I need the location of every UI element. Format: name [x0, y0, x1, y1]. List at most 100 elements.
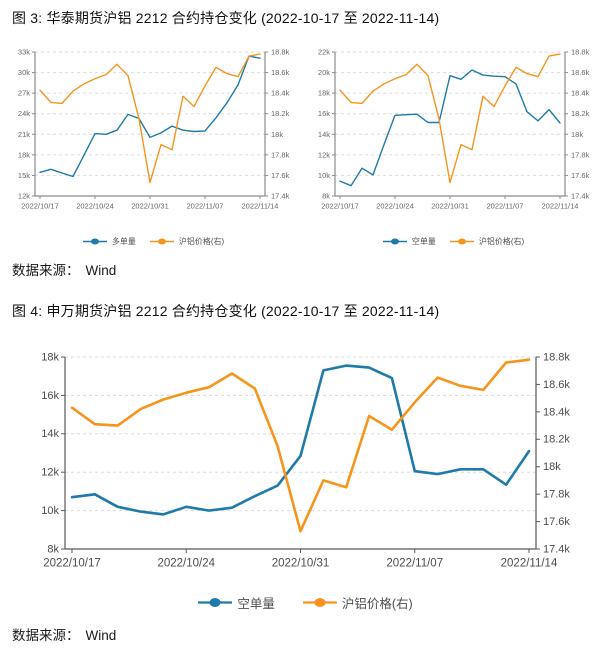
right-axis-label: 17.6k — [543, 516, 570, 528]
right-axis-label: 18k — [271, 130, 283, 139]
right-axis-label: 18.6k — [571, 68, 590, 77]
left-axis-label: 16k — [41, 390, 59, 402]
chart-huatai-short-block: 8k 10k 12k 14k 16k 18k 20k 22k 17.4k 17.6k 17.8k 18… — [305, 40, 602, 247]
legend-marker-long-volume — [82, 238, 107, 245]
figure3-title: 图 3: 华泰期货沪铝 2212 合约持仓变化 (2022-10-17 至 20… — [12, 10, 440, 26]
series-line-long-volume — [39, 55, 261, 178]
chart-shenwan-short: 8k 10k 12k 14k 16k 18k 17.4k 17.6k 17.8k 18k 18.2k… — [41, 351, 570, 570]
figure4-title: 图 4: 申万期货沪铝 2212 合约持仓变化 (2022-10-17 至 20… — [12, 303, 440, 319]
source-label: 数据来源： — [12, 263, 80, 278]
left-axis-label: 14k — [41, 428, 59, 440]
right-axis-label: 17.4k — [543, 543, 570, 555]
right-axis-label: 18.4k — [543, 406, 570, 418]
legend-item-long-volume: 多单量 — [82, 236, 136, 247]
right-axis-label: 17.6k — [271, 171, 290, 180]
left-axis-label: 8k — [322, 191, 330, 200]
chart-shenwan-short-legend: 空单量 沪铝价格(右) — [198, 593, 413, 612]
x-axis-label: 2022/10/24 — [376, 202, 414, 211]
right-axis-label: 18.4k — [271, 89, 290, 98]
source-value: Wind — [85, 628, 117, 643]
legend-marker-short-volume — [382, 238, 407, 245]
legend-label: 沪铝价格(右) — [341, 597, 413, 611]
left-axis-label: 16k — [318, 109, 330, 118]
legend-marker-short-volume — [198, 598, 233, 607]
right-axis-label: 18.8k — [571, 47, 590, 56]
right-axis-label: 17.8k — [543, 489, 570, 501]
x-axis-label: 2022/11/07 — [386, 558, 443, 570]
right-axis-label: 18k — [543, 461, 561, 473]
legend-label: 沪铝价格(右) — [478, 237, 525, 246]
x-axis-label: 2022/10/17 — [43, 558, 101, 570]
right-axis-label: 18k — [571, 130, 583, 139]
series-line-price — [339, 53, 561, 184]
x-axis-label: 2022/11/07 — [187, 202, 224, 211]
right-axis-label: 18.8k — [543, 351, 570, 363]
figure4-source: 数据来源： Wind — [12, 624, 607, 644]
left-axis-label: 30k — [18, 68, 30, 77]
legend-marker-price — [149, 238, 174, 245]
left-axis-label: 15k — [18, 171, 30, 180]
legend-label: 多单量 — [111, 237, 136, 246]
left-axis-label: 18k — [18, 150, 30, 159]
left-axis-label: 22k — [318, 47, 330, 56]
right-axis-label: 17.8k — [571, 150, 590, 159]
right-axis-label: 18.8k — [271, 47, 290, 56]
source-value: Wind — [85, 263, 117, 278]
left-axis-label: 14k — [318, 130, 330, 139]
figure3-charts-row: 12k 15k 18k 21k 24k 27k 30k 33k 17.4k 17.6k 17.8k 1… — [5, 40, 602, 247]
right-axis-label: 18.4k — [571, 89, 590, 98]
legend-item-short-volume: 空单量 — [382, 236, 436, 247]
left-axis-label: 24k — [18, 109, 30, 118]
left-axis-label: 33k — [18, 47, 30, 56]
x-axis-label: 2022/11/14 — [542, 202, 579, 211]
legend-item-price: 沪铝价格(右) — [449, 236, 525, 247]
legend-marker-dot — [390, 238, 399, 245]
left-axis-label: 12k — [318, 150, 330, 159]
legend-label: 沪铝价格(右) — [178, 237, 225, 246]
left-axis-label: 10k — [41, 505, 59, 517]
series-line-short-volume — [339, 69, 561, 187]
legend-item-price: 沪铝价格(右) — [302, 593, 413, 612]
left-axis-label: 20k — [318, 68, 330, 77]
chart-huatai-long-block: 12k 15k 18k 21k 24k 27k 30k 33k 17.4k 17.6k 17.8k 1… — [5, 40, 302, 247]
right-axis-label: 18.6k — [543, 379, 570, 391]
left-axis-label: 18k — [41, 351, 59, 363]
right-axis-label: 17.6k — [571, 171, 590, 180]
left-axis-label: 18k — [318, 89, 330, 98]
legend-label: 空单量 — [411, 237, 436, 246]
x-axis-label: 2022/10/17 — [21, 202, 59, 211]
left-axis-label: 12k — [18, 191, 30, 200]
source-label: 数据来源： — [12, 628, 80, 643]
right-axis-label: 18.2k — [271, 109, 290, 118]
series-line-price — [39, 53, 261, 184]
right-axis-label: 17.8k — [271, 150, 290, 159]
left-axis-label: 12k — [41, 467, 59, 479]
x-axis-label: 2022/10/31 — [271, 558, 329, 570]
chart-huatai-long: 12k 15k 18k 21k 24k 27k 30k 33k 17.4k 17.6k 17.8k 1… — [18, 47, 290, 211]
legend-marker-dot — [314, 598, 326, 607]
x-axis-label: 2022/10/31 — [131, 202, 169, 211]
legend-marker-dot — [209, 598, 221, 607]
legend-marker-dot — [457, 238, 466, 245]
series-line-price — [70, 358, 530, 533]
x-axis-label: 2022/11/14 — [242, 202, 279, 211]
legend-label: 空单量 — [237, 597, 275, 611]
series-line-short-volume — [70, 364, 530, 516]
x-axis-label: 2022/10/24 — [76, 202, 114, 211]
figure4-chart-block: 8k 10k 12k 14k 16k 18k 17.4k 17.6k 17.8k 18k 18.2k… — [4, 337, 607, 612]
chart-huatai-short-legend: 空单量 沪铝价格(右) — [382, 236, 525, 247]
right-axis-label: 18.2k — [543, 434, 570, 446]
x-axis-label: 2022/11/14 — [500, 558, 557, 570]
legend-marker-dot — [157, 238, 166, 245]
x-axis-label: 2022/10/24 — [157, 558, 215, 570]
right-axis-label: 18.6k — [271, 68, 290, 77]
legend-marker-price — [302, 598, 337, 607]
left-axis-label: 8k — [47, 543, 59, 555]
x-axis-label: 2022/10/31 — [431, 202, 469, 211]
x-axis-label: 2022/10/17 — [321, 202, 359, 211]
legend-item-short-volume: 空单量 — [198, 593, 275, 612]
legend-marker-price — [449, 238, 474, 245]
chart-huatai-short: 8k 10k 12k 14k 16k 18k 20k 22k 17.4k 17.6k 17.8k 18… — [318, 47, 590, 211]
report-page: 图 3: 华泰期货沪铝 2212 合约持仓变化 (2022-10-17 至 20… — [0, 8, 607, 644]
left-axis-label: 21k — [18, 130, 30, 139]
